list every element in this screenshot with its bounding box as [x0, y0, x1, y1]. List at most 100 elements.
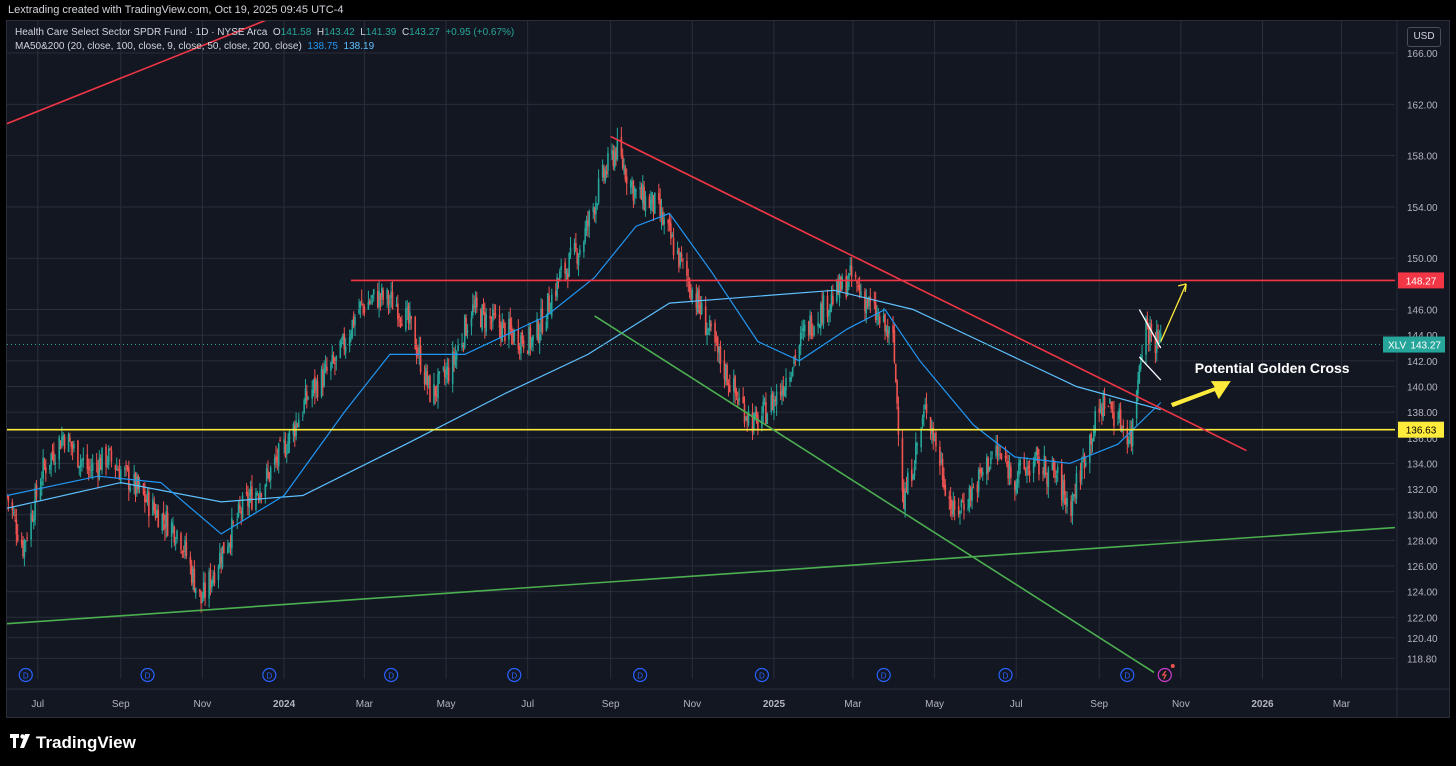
candle-body: [765, 401, 767, 424]
x-tick-label: Nov: [194, 699, 212, 710]
candle-body: [667, 219, 670, 224]
candle-body: [62, 435, 65, 440]
candle-body: [1085, 462, 1087, 467]
candle-body: [371, 295, 374, 298]
candle-body: [414, 316, 417, 350]
candle-body: [470, 317, 473, 327]
candle-body: [980, 468, 983, 474]
candle-body: [735, 391, 738, 397]
candle-body: [885, 326, 888, 333]
price-chart[interactable]: 166.00162.00158.00154.00150.00146.00144.…: [7, 21, 1450, 718]
golden-cross-arrow-icon: [1170, 381, 1231, 408]
candle-body: [390, 291, 392, 299]
candle-body: [601, 164, 604, 178]
candle-body: [376, 291, 379, 308]
candle-body: [623, 165, 625, 171]
candle-body: [650, 199, 652, 211]
candle-body: [929, 417, 932, 432]
candle-body: [1066, 497, 1068, 507]
candle-body: [629, 180, 632, 188]
candle-body: [651, 192, 653, 204]
candle-body: [198, 589, 201, 592]
candle-body: [567, 273, 569, 280]
candle-body: [690, 291, 692, 301]
candle-body: [658, 192, 660, 201]
last-price-value: 143.27: [1410, 341, 1441, 352]
candle-body: [597, 178, 600, 203]
candle-body: [830, 294, 833, 308]
candle-body: [372, 289, 375, 295]
candle-body: [971, 488, 973, 502]
candle-body: [588, 211, 591, 227]
candle-body: [58, 437, 61, 460]
candle-body: [943, 476, 945, 488]
candle-body: [957, 506, 960, 515]
candle-body: [283, 439, 285, 443]
y-tick-label: 128.00: [1407, 536, 1438, 547]
candle-body: [172, 524, 174, 526]
x-tick-label: May: [437, 699, 456, 710]
candle-body: [273, 458, 276, 465]
candle-body: [176, 530, 178, 540]
candle-body: [445, 371, 447, 379]
chart-panel[interactable]: 166.00162.00158.00154.00150.00146.00144.…: [6, 20, 1450, 718]
candle-body: [857, 286, 860, 288]
candle-body: [906, 472, 909, 494]
candle-body: [604, 170, 607, 181]
candle-body: [174, 542, 177, 545]
candle-body: [550, 294, 553, 316]
candle-body: [1034, 455, 1036, 466]
candles: [7, 126, 1162, 613]
candle-body: [745, 417, 747, 420]
candle-body: [161, 513, 164, 531]
candle-body: [418, 347, 421, 354]
candle-body: [605, 171, 608, 175]
candle-body: [829, 304, 831, 312]
x-tick-label: Jul: [31, 699, 44, 710]
candle-body: [925, 404, 928, 414]
candle-body: [501, 321, 504, 342]
candle-body: [1070, 501, 1072, 517]
low-value: 141.39: [365, 27, 397, 38]
candle-body: [166, 512, 169, 536]
price-level-label: 148.27: [1406, 276, 1437, 287]
candle-body: [1052, 459, 1055, 470]
dividend-marker-label: D: [881, 672, 887, 681]
candle-body: [691, 290, 694, 299]
x-tick-label: Mar: [844, 699, 862, 710]
candle-body: [241, 495, 244, 519]
dividend-marker-icon: [140, 667, 155, 683]
candle-body: [1083, 454, 1086, 469]
candle-body: [326, 366, 328, 372]
candle-body: [1089, 435, 1091, 463]
candle-body: [210, 580, 213, 588]
candle-body: [24, 540, 27, 542]
candle-body: [1079, 470, 1082, 483]
currency-button[interactable]: USD: [1407, 27, 1441, 47]
candle-body: [940, 461, 943, 463]
candle-body: [119, 469, 122, 482]
dividend-marker-label: D: [1124, 672, 1130, 681]
y-tick-label: 130.00: [1407, 511, 1438, 522]
candle-body: [583, 241, 585, 253]
candle-body: [1006, 462, 1008, 465]
candle-body: [15, 519, 18, 535]
candle-body: [779, 391, 782, 396]
candle-body: [1107, 406, 1110, 408]
candle-body: [892, 325, 894, 334]
x-tick-label: 2026: [1251, 699, 1274, 710]
candle-body: [654, 192, 656, 214]
candle-body: [268, 472, 271, 481]
candle-body: [73, 443, 75, 449]
candle-body: [981, 471, 984, 476]
candle-body: [841, 276, 844, 290]
candle-body: [1102, 393, 1105, 418]
candle-body: [240, 510, 243, 515]
candle-body: [512, 331, 514, 344]
candle-body: [540, 308, 542, 333]
candle-body: [399, 318, 402, 323]
candle-body: [82, 457, 85, 460]
candle-body: [1004, 455, 1007, 459]
candle-body: [192, 568, 194, 582]
candle-body: [67, 434, 70, 453]
